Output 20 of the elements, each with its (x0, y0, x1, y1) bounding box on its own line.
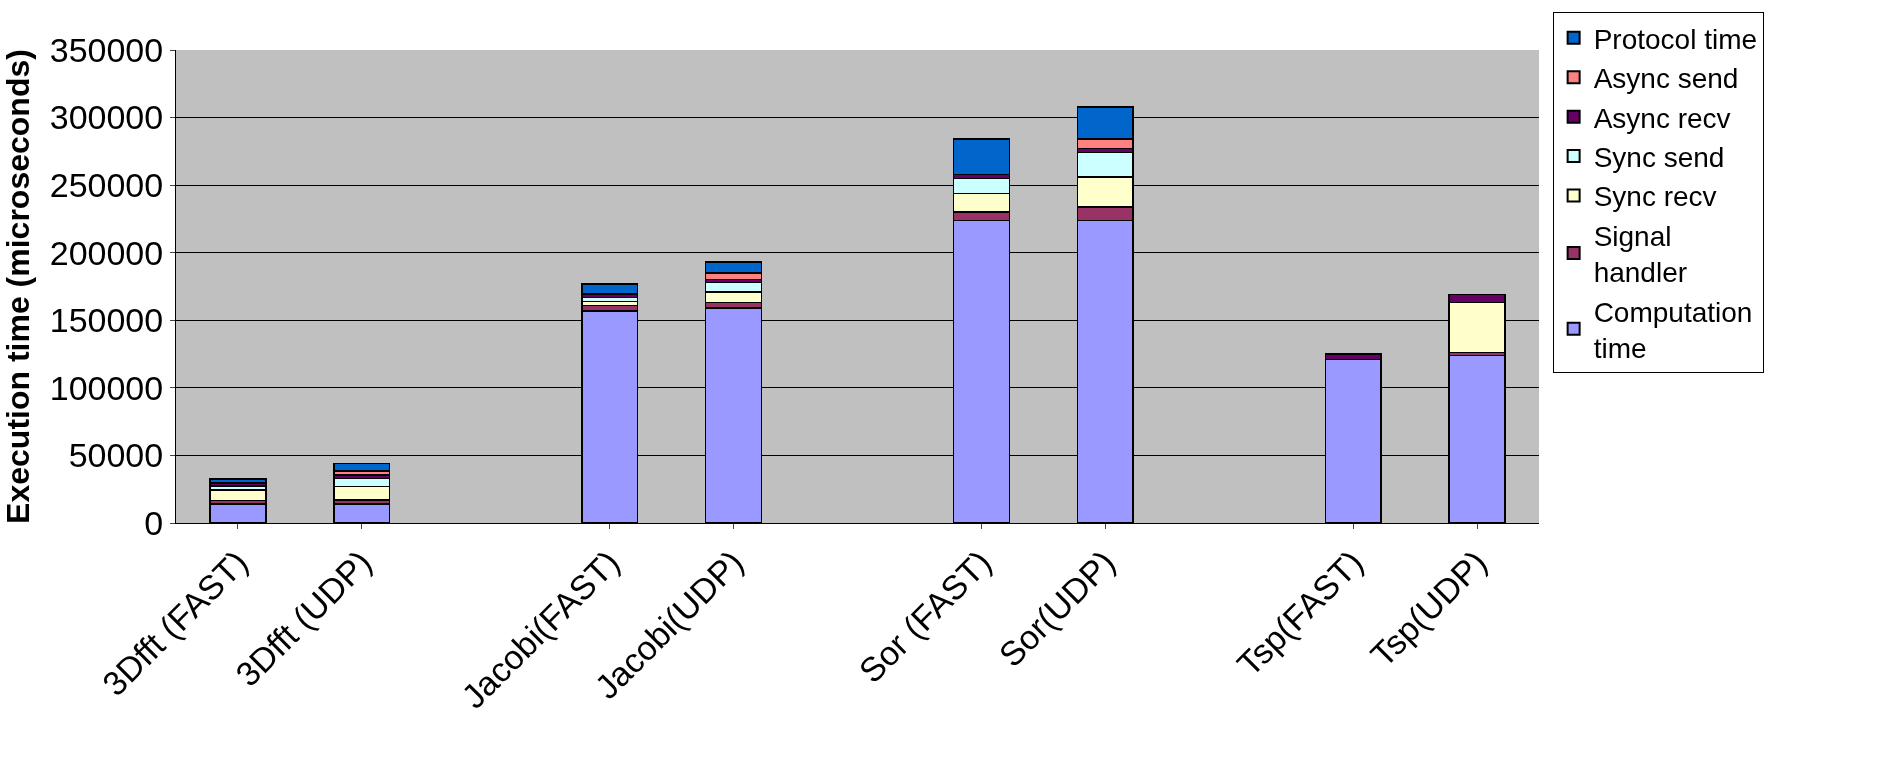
legend-label: Signal handler (1593, 220, 1688, 289)
legend-label: Async recv (1593, 102, 1731, 134)
bar (209, 478, 267, 484)
legend-label: Computation time (1593, 296, 1753, 364)
y-tick-label: 250000 (49, 166, 164, 205)
y-axis-title: Execution time (microseconds) (0, 49, 36, 524)
bar (581, 283, 639, 295)
y-tick-label: 0 (144, 503, 164, 542)
y-tick-label: 150000 (49, 301, 164, 340)
y-tick-label: 200000 (49, 233, 164, 272)
y-tick-label: 350000 (49, 30, 164, 69)
bar (333, 462, 391, 472)
legend-label: Async send (1593, 63, 1739, 95)
y-tick-label: 300000 (49, 98, 164, 137)
legend-label: Protocol time (1593, 23, 1758, 55)
y-tick-label: 100000 (49, 368, 164, 407)
legend-label: Sync send (1593, 141, 1725, 173)
bar (952, 138, 1011, 176)
y-tick-label: 50000 (68, 436, 164, 475)
legend-label: Sync recv (1593, 181, 1717, 213)
